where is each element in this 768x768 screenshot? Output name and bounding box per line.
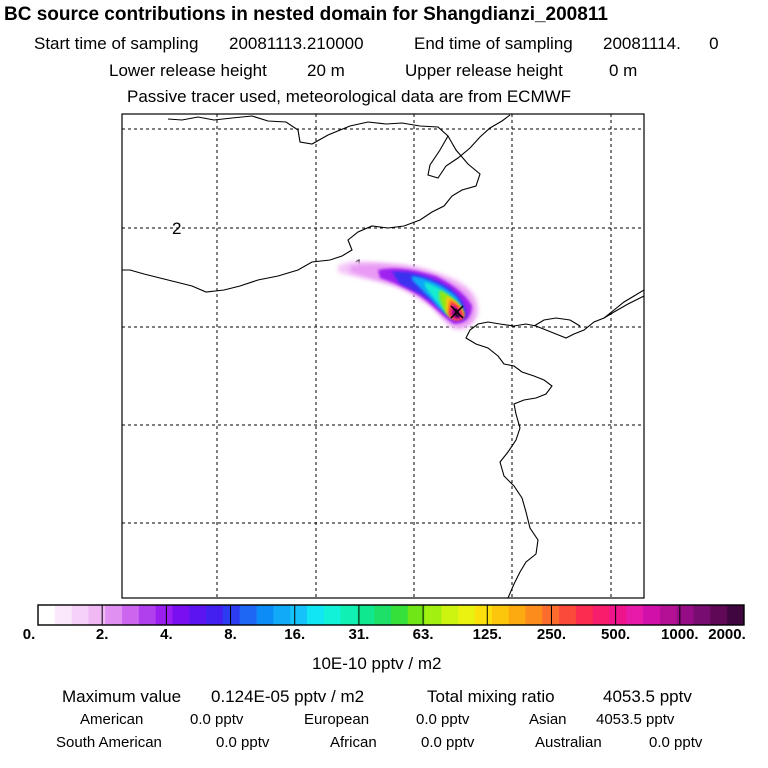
colorbar-swatch <box>391 605 409 625</box>
colorbar-swatch <box>592 605 610 625</box>
upper-height-label: Upper release height <box>405 61 563 80</box>
colorbar-tick-label: 16. <box>284 626 306 643</box>
receptor-marker <box>450 305 464 319</box>
colorbar-tick-label: 125. <box>472 626 502 643</box>
colorbar-swatch <box>340 605 358 625</box>
colorbar-swatch <box>206 605 224 625</box>
colorbar-tick-label: 1000. <box>661 626 699 643</box>
colorbar-swatch <box>710 605 728 625</box>
tracer-note: Passive tracer used, meteorological data… <box>127 87 572 106</box>
region-label-2: 2 <box>172 219 181 238</box>
concentration-plume <box>338 261 479 330</box>
max-value-label: Maximum value <box>62 687 182 706</box>
colorbar-swatch <box>256 605 274 625</box>
colorbar-swatch <box>122 605 140 625</box>
colorbar-swatch <box>239 605 257 625</box>
colorbar-tick-label: 500. <box>601 626 631 643</box>
colorbar-tick-label: 31. <box>348 626 370 643</box>
colorbar-swatch <box>222 605 241 625</box>
colorbar <box>37 604 745 626</box>
colorbar-swatch <box>357 605 375 625</box>
lower-height-value: 20 m <box>307 61 345 80</box>
start-time-value: 20081113.210000 <box>229 34 364 53</box>
colorbar-swatch <box>424 605 442 625</box>
colorbar-tick-label: 2. <box>95 626 109 643</box>
colorbar-swatch <box>306 605 325 625</box>
region-european-value: 0.0 pptv <box>416 711 470 728</box>
colorbar-swatch <box>525 605 543 625</box>
colorbar-swatch <box>659 605 678 625</box>
colorbar-swatch <box>626 605 644 625</box>
figure-title: BC source contributions in nested domain… <box>4 4 608 25</box>
colorbar-swatch <box>273 605 291 625</box>
max-value: 0.124E-05 pptv / m2 <box>211 687 365 706</box>
region-asian-label: Asian <box>529 711 567 728</box>
grid-lines <box>122 114 644 598</box>
total-mixing-label: Total mixing ratio <box>427 687 555 706</box>
region-australian-label: Australian <box>535 734 602 751</box>
colorbar-swatch <box>105 605 123 625</box>
coastlines-borders <box>122 114 644 598</box>
region-african-value: 0.0 pptv <box>421 734 475 751</box>
region-asian-value: 4053.5 pptv <box>596 711 675 728</box>
region-labels: 2 1 <box>172 219 363 275</box>
colorbar-swatch <box>88 605 106 625</box>
colorbar-swatch <box>189 605 207 625</box>
colorbar-swatch <box>693 605 711 625</box>
colorbar-frame <box>37 604 745 626</box>
colorbar-swatch <box>407 605 426 625</box>
region-european-label: European <box>304 711 370 728</box>
colorbar-tick-label: 2000. <box>708 626 746 643</box>
region-african-label: African <box>330 734 377 751</box>
end-time-value: 20081114. 0 <box>603 34 719 53</box>
total-mixing-value: 4053.5 pptv <box>603 687 692 706</box>
region-south-american-value: 0.0 pptv <box>216 734 270 751</box>
colorbar-swatch <box>559 605 577 625</box>
colorbar-swatch <box>441 605 459 625</box>
colorbar-swatch <box>374 605 392 625</box>
colorbar-swatch <box>475 605 493 625</box>
end-time-label: End time of sampling <box>414 34 573 53</box>
colorbar-swatch <box>575 605 594 625</box>
region-south-american-label: South American <box>56 734 162 751</box>
colorbar-tick-label: 63. <box>412 626 434 643</box>
colorbar-swatch <box>643 605 661 625</box>
region-australian-value: 0.0 pptv <box>649 734 703 751</box>
colorbar-tick-label: 250. <box>536 626 567 643</box>
region-american-value: 0.0 pptv <box>190 711 244 728</box>
colorbar-swatch <box>609 605 627 625</box>
colorbar-swatch <box>71 605 89 625</box>
colorbar-swatch <box>727 605 745 625</box>
map-frame <box>121 113 645 599</box>
colorbar-tick-label: 0. <box>22 626 36 643</box>
upper-height-value: 0 m <box>609 61 638 80</box>
colorbar-swatch <box>458 605 476 625</box>
colorbar-tick-label: 4. <box>160 626 173 643</box>
colorbar-swatch <box>491 605 510 625</box>
colorbar-swatch <box>155 605 173 625</box>
colorbar-swatch <box>138 605 157 625</box>
colorbar-swatch <box>290 605 308 625</box>
start-time-label: Start time of sampling <box>34 34 199 53</box>
colorbar-unit: 10E-10 pptv / m2 <box>312 654 442 673</box>
lower-height-label: Lower release height <box>109 61 267 80</box>
colorbar-swatch <box>323 605 341 625</box>
colorbar-tick-label: 8. <box>224 626 237 643</box>
colorbar-swatch <box>172 605 190 625</box>
colorbar-swatch <box>542 605 560 625</box>
colorbar-swatch <box>38 605 56 625</box>
colorbar-swatch <box>54 605 73 625</box>
region-american-label: American <box>80 711 144 728</box>
colorbar-swatch <box>508 605 526 625</box>
colorbar-swatch <box>676 605 694 625</box>
